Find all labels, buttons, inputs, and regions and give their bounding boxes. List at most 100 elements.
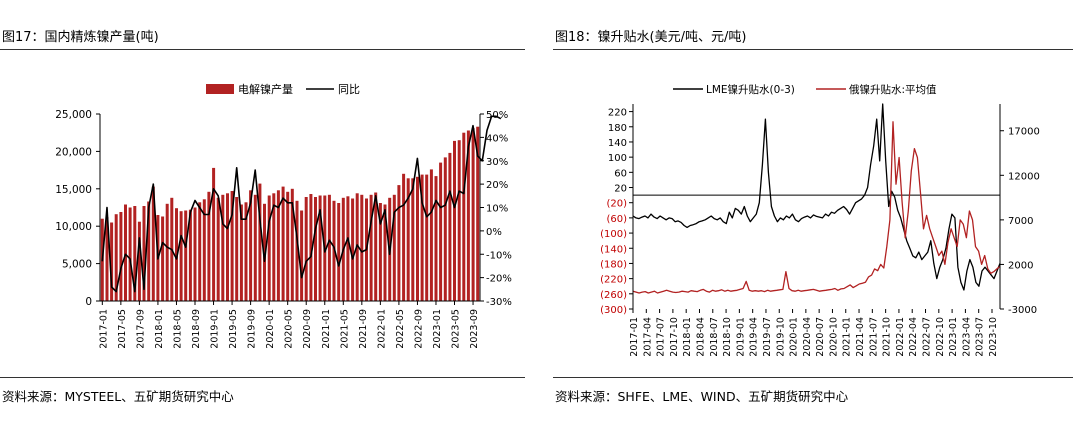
x-tick-label: 2021-07 [868, 317, 879, 357]
production-bar [476, 126, 480, 301]
production-bar [244, 202, 248, 301]
production-bar [249, 190, 253, 301]
russian-nickel-premium-line [632, 121, 1001, 294]
x-tick-label: 2021-01 [321, 309, 332, 349]
x-tick-label: 2019-01 [735, 317, 746, 357]
production-bar [439, 162, 443, 301]
x-tick-label: 2018-10 [722, 317, 733, 357]
production-bar [378, 203, 382, 301]
x-tick-label: 2019-05 [228, 309, 239, 349]
right-y-tick-label: 50% [486, 110, 508, 121]
production-bar [128, 207, 132, 301]
x-tick-label: 2017-09 [135, 309, 146, 349]
production-bar [235, 197, 239, 301]
legend-russian-label: 俄镍升贴水:平均值 [849, 83, 937, 96]
x-tick-label: 2019-10 [775, 317, 786, 357]
production-bar [175, 208, 178, 301]
production-bar [151, 186, 155, 301]
right-y-tick-label: 0% [486, 227, 502, 238]
x-tick-label: 2019-01 [210, 309, 221, 349]
production-bar [188, 209, 192, 301]
production-bar [337, 203, 341, 301]
left-y-tick-label: (60) [606, 214, 627, 225]
x-tick-label: 2021-05 [339, 309, 350, 349]
right-title-rule [553, 49, 1073, 50]
production-bar [416, 176, 419, 301]
production-bar [327, 194, 331, 301]
production-bar [281, 186, 285, 301]
x-tick-label: 2018-01 [154, 309, 165, 349]
lme-premium-line [632, 103, 1001, 291]
left-source-rule [0, 377, 525, 378]
production-bar [253, 194, 257, 301]
x-tick-label: 2019-07 [762, 317, 773, 357]
x-tick-label: 2020-10 [828, 317, 839, 357]
production-bar [453, 140, 456, 301]
x-tick-label: 2022-09 [413, 309, 424, 349]
production-bar [137, 221, 141, 301]
production-bar [258, 183, 262, 301]
production-bar [471, 128, 475, 301]
production-bar [110, 222, 114, 301]
left-chart-source: 资料来源：MYSTEEL、五矿期货研究中心 [2, 389, 234, 404]
production-bar [147, 201, 151, 301]
production-bar [346, 196, 350, 301]
production-bar [165, 203, 169, 301]
left-y-tick-label: 20,000 [55, 146, 92, 158]
production-bar [383, 204, 387, 301]
right-y-tick-label: 7000 [1008, 216, 1033, 227]
production-bar [351, 198, 355, 301]
right-y-tick-label: 12000 [1008, 171, 1040, 182]
production-bar [119, 212, 123, 301]
right-chart-title: 图18：镍升贴水(美元/吨、元/吨) [555, 30, 747, 45]
production-bar [272, 193, 276, 301]
production-bar [207, 191, 211, 301]
production-bar [420, 174, 424, 301]
production-bar [276, 190, 280, 301]
right-y-tick-label: -3000 [1008, 305, 1037, 316]
x-tick-label: 2017-05 [117, 309, 128, 349]
x-tick-label: 2023-05 [451, 309, 462, 349]
production-bar [142, 206, 146, 301]
left-y-tick-label: (260) [600, 290, 627, 301]
right-y-tick-label: 40% [486, 133, 508, 144]
x-tick-label: 2023-01 [948, 317, 959, 357]
legend-bar-label: 电解镍产量 [238, 82, 293, 96]
x-tick-label: 2018-01 [682, 317, 693, 357]
production-bar [216, 197, 220, 301]
right-y-tick-label: 17000 [1008, 127, 1040, 138]
x-tick-label: 2017-07 [656, 317, 667, 357]
right-source-rule [553, 377, 1073, 378]
left-y-tick-label: (20) [606, 199, 627, 210]
production-bar [161, 216, 165, 301]
production-bar [184, 210, 188, 301]
production-bar [133, 206, 137, 301]
production-bar [332, 200, 336, 301]
production-bar [286, 191, 290, 301]
production-bar [374, 192, 378, 301]
left-panel: 图17：国内精炼镍产量(吨) 0 5,000 10,000 15,000 20,000 2… [0, 0, 525, 429]
x-tick-label: 2023-04 [961, 317, 972, 357]
production-bar [105, 217, 109, 301]
left-y-tick-label: (180) [600, 259, 627, 270]
legend-bar-swatch [206, 84, 234, 94]
left-y-tick-label: (100) [600, 229, 627, 240]
x-tick-label: 2022-10 [935, 317, 946, 357]
production-bar [290, 188, 294, 301]
x-tick-label: 2021-04 [855, 317, 866, 357]
left-y-tick-label: 0 [85, 296, 92, 308]
x-tick-label: 2023-10 [988, 317, 999, 357]
right-y-tick-label: -30% [486, 297, 512, 308]
left-chart: 0 5,000 10,000 15,000 20,000 25,000 -30% -20% -1… [55, 82, 512, 349]
right-panel: 图18：镍升贴水(美元/吨、元/吨) (300) (260) (220) (180)(… [553, 0, 1075, 429]
left-title-rule [0, 49, 525, 50]
x-tick-label: 2020-01 [789, 317, 800, 357]
production-bar [295, 200, 299, 301]
production-bar [267, 195, 271, 301]
x-tick-label: 2020-05 [284, 309, 295, 349]
x-tick-label: 2018-05 [172, 309, 183, 349]
x-tick-label: 2020-07 [815, 317, 826, 357]
production-bar [425, 174, 429, 301]
production-bar [300, 210, 304, 301]
production-bar [466, 130, 470, 301]
